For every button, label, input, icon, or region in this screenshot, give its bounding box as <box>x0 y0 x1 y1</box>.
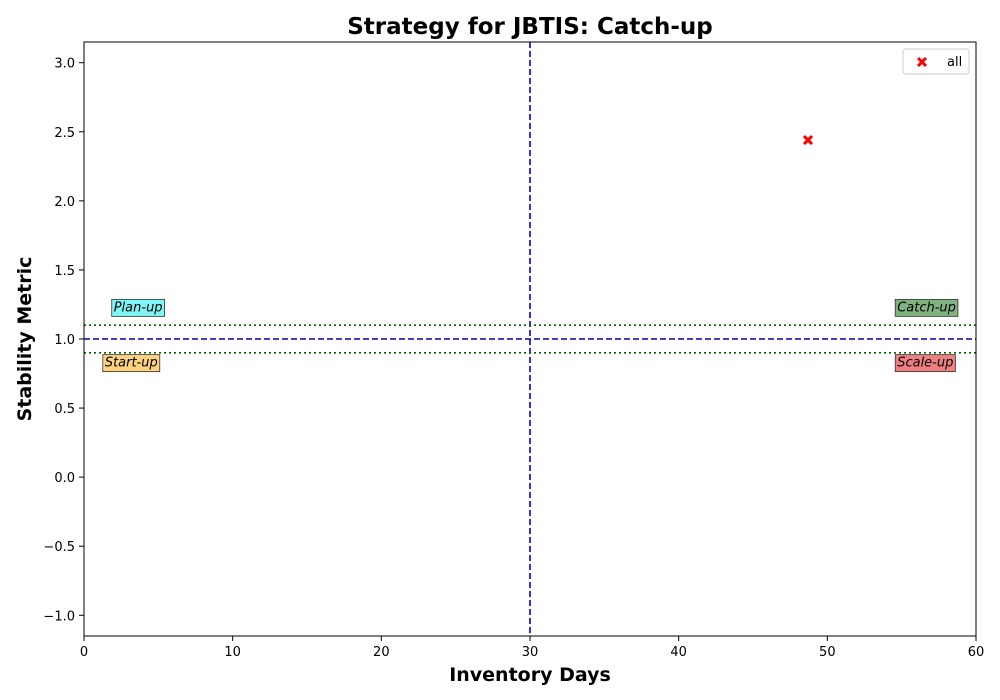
x-tick-label-4: 40 <box>670 645 687 660</box>
plot-frame <box>83 41 977 637</box>
quadrant-label-text-catch-up: Catch-up <box>897 300 956 315</box>
legend: all <box>902 48 970 75</box>
x-tick-label-2: 20 <box>373 645 390 660</box>
y-tick-label-5: 1.5 <box>54 264 75 279</box>
y-axis-label: Stability Metric <box>14 257 36 422</box>
x-tick-label-0: 0 <box>80 645 88 660</box>
legend-marker-x-stroke <box>916 56 928 68</box>
quadrant-label-box-scale-up <box>894 354 956 373</box>
y-tick-label-3: 0.5 <box>54 402 75 417</box>
data-point-0-0-stroke <box>802 135 814 146</box>
legend-marker-x <box>916 56 928 68</box>
y-tick-label-4: 1.0 <box>54 333 75 348</box>
y-tick-label-7: 2.5 <box>54 126 75 141</box>
quadrant-labels: Plan-up Catch-up Start-up Scale-up <box>102 298 959 373</box>
x-tick-label-6: 60 <box>968 645 985 660</box>
data-point-0-0 <box>802 135 814 146</box>
legend-box <box>902 48 970 75</box>
quadrant-label-text-start-up: Start-up <box>105 356 158 371</box>
x-tick-label-3: 30 <box>522 645 539 660</box>
quadrant-label-scale-up: Scale-up <box>894 354 956 373</box>
y-tick-label-1: −0.5 <box>43 540 75 555</box>
y-tick-label-0: −1.0 <box>43 609 75 624</box>
y-tick-label-6: 2.0 <box>54 195 75 210</box>
quadrant-label-box-start-up <box>102 354 161 373</box>
quadrant-label-box-catch-up <box>894 298 959 317</box>
x-axis-ticks: 0 10 20 30 40 50 60 <box>80 636 984 660</box>
quadrant-label-start-up: Start-up <box>102 354 161 373</box>
y-axis-ticks: −1.0 −0.5 0.0 0.5 1.0 1.5 2.0 2.5 3.0 <box>43 57 84 624</box>
quadrant-label-catch-up: Catch-up <box>894 298 959 317</box>
quadrant-label-plan-up: Plan-up <box>111 298 165 317</box>
x-tick-label-1: 10 <box>224 645 241 660</box>
quadrant-label-text-scale-up: Scale-up <box>897 356 953 371</box>
y-tick-label-8: 3.0 <box>54 57 75 72</box>
reference-lines <box>84 42 976 636</box>
quadrant-label-text-plan-up: Plan-up <box>114 300 163 315</box>
chart-title: Strategy for JBTIS: Catch-up <box>347 14 713 40</box>
y-tick-label-2: 0.0 <box>54 471 75 486</box>
x-axis-label: Inventory Days <box>449 664 611 686</box>
quadrant-label-box-plan-up <box>111 298 165 317</box>
legend-label-all: all <box>947 55 962 70</box>
legend-marker-all <box>916 56 928 68</box>
x-tick-label-5: 50 <box>819 645 836 660</box>
data-points <box>802 135 814 146</box>
